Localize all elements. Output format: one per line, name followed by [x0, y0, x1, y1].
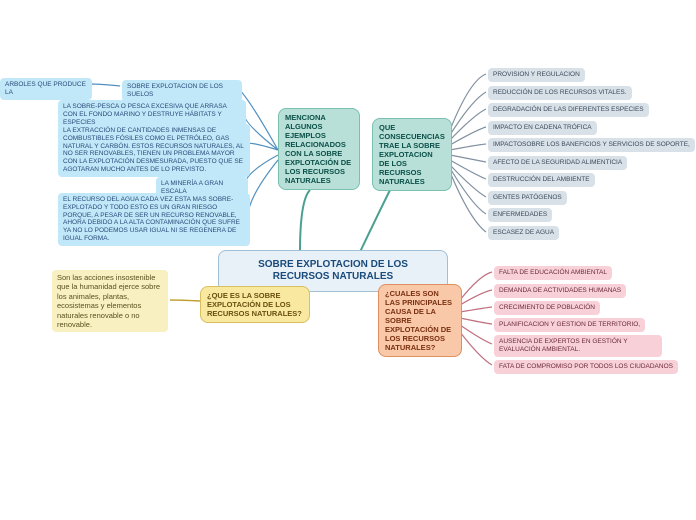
branch-consecuencias[interactable]: QUE CONSECUENCIAS TRAE LA SOBRE EXPLOTAC…	[372, 118, 452, 191]
cons-item-5[interactable]: AFECTO DE LA SEGURIDAD ALIMENTICIA	[488, 156, 627, 170]
causa-item-2[interactable]: CRECIMIENTO DE POBLACIÓN	[494, 301, 600, 315]
cons-item-2[interactable]: DEGRADACIÓN DE LAS DIFERENTES ESPECIES	[488, 103, 649, 117]
cons-item-9[interactable]: ESCASEZ DE AGUA	[488, 226, 559, 240]
cons-item-4[interactable]: IMPACTOSOBRE LOS BANEFICIOS Y SERVICIOS …	[488, 138, 695, 152]
causa-item-0[interactable]: FALTA DE EDUCACIÓN AMBIENTAL	[494, 266, 612, 280]
ejemplos-item-0[interactable]: ARBOLES QUE PRODUCE LA	[0, 78, 92, 100]
que-es-detail: Son las acciones insostenible que la hum…	[52, 270, 168, 332]
cons-item-6[interactable]: DESTRUCCIÓN DEL AMBIENTE	[488, 173, 595, 187]
ejemplos-item-3[interactable]: LA EXTRACCIÓN DE CANTIDADES INMENSAS DE …	[58, 124, 250, 177]
cons-item-3[interactable]: IMPACTO EN CADENA TRÓFICA	[488, 121, 597, 135]
causa-item-4[interactable]: AUSENCIA DE EXPERTOS EN GESTIÓN Y EVALUA…	[494, 335, 662, 357]
branch-ejemplos[interactable]: MENCIONA ALGUNOS EJEMPLOS RELACIONADOS C…	[278, 108, 360, 190]
causa-item-3[interactable]: PLANIFICACION Y GESTION DE TERRITORIO,	[494, 318, 645, 332]
cons-item-1[interactable]: REDUCCIÓN DE LOS RECURSOS VITALES.	[488, 86, 632, 100]
causa-item-5[interactable]: FATA DE COMPROMISO POR TODOS LOS CIUDADA…	[494, 360, 678, 374]
ejemplos-item-1[interactable]: SOBRE EXPLOTACION DE LOS SUELOS	[122, 80, 242, 102]
branch-causas[interactable]: ¿CUALES SON LAS PRINCIPALES CAUSA DE LA …	[378, 284, 462, 357]
branch-que-es[interactable]: ¿QUE ES LA SOBRE EXPLOTACIÓN DE LOS RECU…	[200, 286, 310, 323]
ejemplos-item-5[interactable]: EL RECURSO DEL AGUA CADA VEZ ESTA MAS SO…	[58, 193, 250, 246]
cons-item-7[interactable]: GENTES PATÓGENOS	[488, 191, 567, 205]
cons-item-8[interactable]: ENFERMEDADES	[488, 208, 552, 222]
cons-item-0[interactable]: PROVISION Y REGULACION	[488, 68, 585, 82]
causa-item-1[interactable]: DEMANDA DE ACTIVIDADES HUMANAS	[494, 284, 626, 298]
